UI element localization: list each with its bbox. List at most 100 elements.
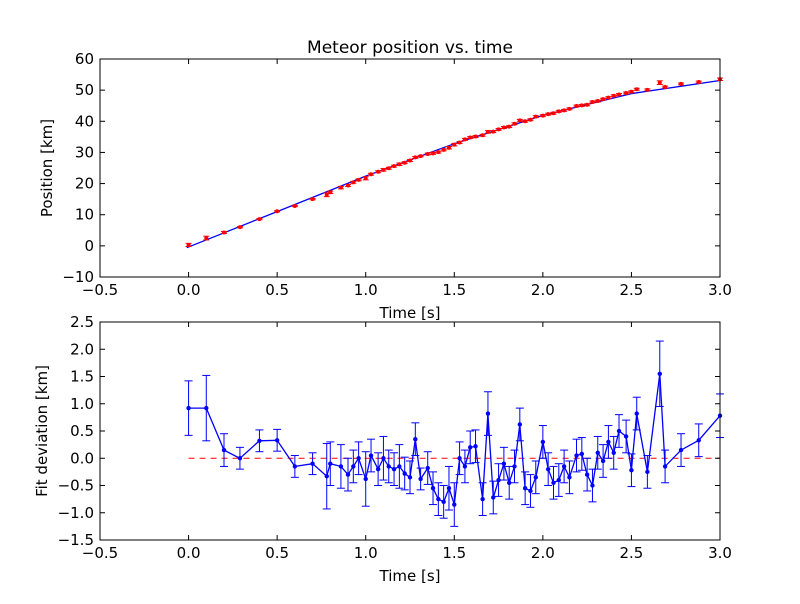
deviation-point (606, 439, 611, 445)
y-tick-label: 20 (75, 175, 94, 193)
deviation-point (418, 476, 423, 482)
position-point (292, 203, 297, 208)
deviation-point (522, 486, 528, 491)
deviation-point (338, 464, 344, 469)
position-point (574, 104, 579, 109)
deviation-point (595, 450, 600, 455)
x-tick-label: 1.5 (442, 544, 466, 562)
y-tick-label: 60 (75, 50, 94, 68)
position-point (562, 108, 567, 113)
x-ticks: −0.5 0.0 0.5 1.0 1.5 2.0 2.5 3.0 (82, 59, 732, 299)
deviation-point (696, 438, 701, 443)
position-point (446, 145, 451, 150)
position-point (186, 242, 191, 247)
position-point (663, 85, 668, 90)
position-point (413, 155, 418, 160)
deviation-point (485, 411, 491, 416)
position-point (595, 99, 600, 104)
x-tick-label: 0.0 (177, 544, 201, 562)
deviation-point (584, 472, 590, 477)
deviation-point (413, 436, 418, 442)
position-point (556, 109, 561, 114)
deviation-point (590, 483, 595, 488)
position-point (501, 125, 506, 130)
deviation-point (517, 422, 523, 427)
position-point (601, 97, 606, 102)
position-point (425, 151, 430, 156)
position-point (551, 111, 556, 116)
position-point (346, 183, 350, 188)
position-point (356, 177, 361, 182)
position-point (540, 113, 545, 118)
position-point (579, 103, 584, 108)
x-tick-label: −0.5 (82, 544, 118, 562)
y-tick-label: 1.5 (70, 368, 94, 386)
position-point (402, 160, 407, 165)
y-tick-label: −10 (62, 268, 94, 286)
position-point (606, 95, 611, 100)
deviation-point (237, 456, 243, 461)
deviation-point (556, 477, 561, 483)
deviation-point (430, 486, 436, 491)
deviation-point (386, 464, 391, 469)
deviation-point (292, 464, 298, 469)
deviation-point (574, 453, 579, 458)
deviation-point (623, 434, 629, 439)
deviation-point (473, 444, 478, 449)
deviation-point (645, 469, 650, 475)
position-point (204, 236, 209, 241)
deviation-point (657, 371, 662, 376)
position-point (645, 87, 650, 92)
position-chart: Meteor position vs. time −0.5 0.0 0.5 1.0 1.… (38, 38, 732, 322)
x-tick-label: 3.0 (708, 281, 732, 299)
position-point (328, 190, 333, 195)
deviation-point (356, 456, 361, 461)
position-point (485, 129, 490, 134)
deviation-point (221, 447, 227, 453)
y-tick-label: −1.0 (58, 504, 94, 522)
deviation-point (441, 499, 446, 505)
deviation-point (634, 411, 639, 416)
y-tick-label: 50 (75, 81, 94, 99)
deviation-point (257, 438, 262, 444)
deviation-point (402, 471, 407, 476)
plot-frame (99, 58, 721, 278)
deviation-point (551, 480, 556, 485)
deviation-point (351, 464, 356, 469)
position-point (338, 185, 343, 190)
y-tick-label: 1.0 (70, 395, 94, 413)
position-marks (185, 77, 723, 249)
deviation-point (452, 502, 457, 507)
deviation-point (662, 464, 668, 469)
deviation-point (457, 456, 462, 461)
y-tick-label: 0 (84, 237, 94, 255)
y-tick-label: 40 (75, 112, 94, 130)
deviation-point (567, 475, 572, 480)
deviation-point (274, 438, 280, 443)
position-point (473, 134, 478, 139)
deviation-point (540, 439, 546, 445)
deviation-point (512, 464, 517, 469)
y-axis-label: Position [km] (38, 119, 56, 217)
position-point (418, 154, 423, 159)
position-point (657, 80, 662, 85)
deviation-point (561, 464, 567, 469)
position-point (452, 142, 457, 147)
x-tick-label: 1.0 (354, 281, 378, 299)
y-ticks: −10 0 10 20 30 40 50 60 (62, 50, 720, 286)
deviation-point (436, 496, 441, 502)
position-point (376, 169, 381, 174)
y-tick-label: 30 (75, 143, 94, 161)
position-point (436, 150, 441, 155)
position-point (386, 166, 391, 171)
position-point (629, 89, 634, 94)
position-point (462, 137, 467, 142)
position-point (468, 135, 473, 140)
deviation-point (328, 461, 333, 466)
position-point (369, 172, 374, 177)
deviation-point (629, 468, 634, 473)
x-tick-label: 0.0 (177, 281, 201, 299)
position-point (275, 209, 280, 214)
